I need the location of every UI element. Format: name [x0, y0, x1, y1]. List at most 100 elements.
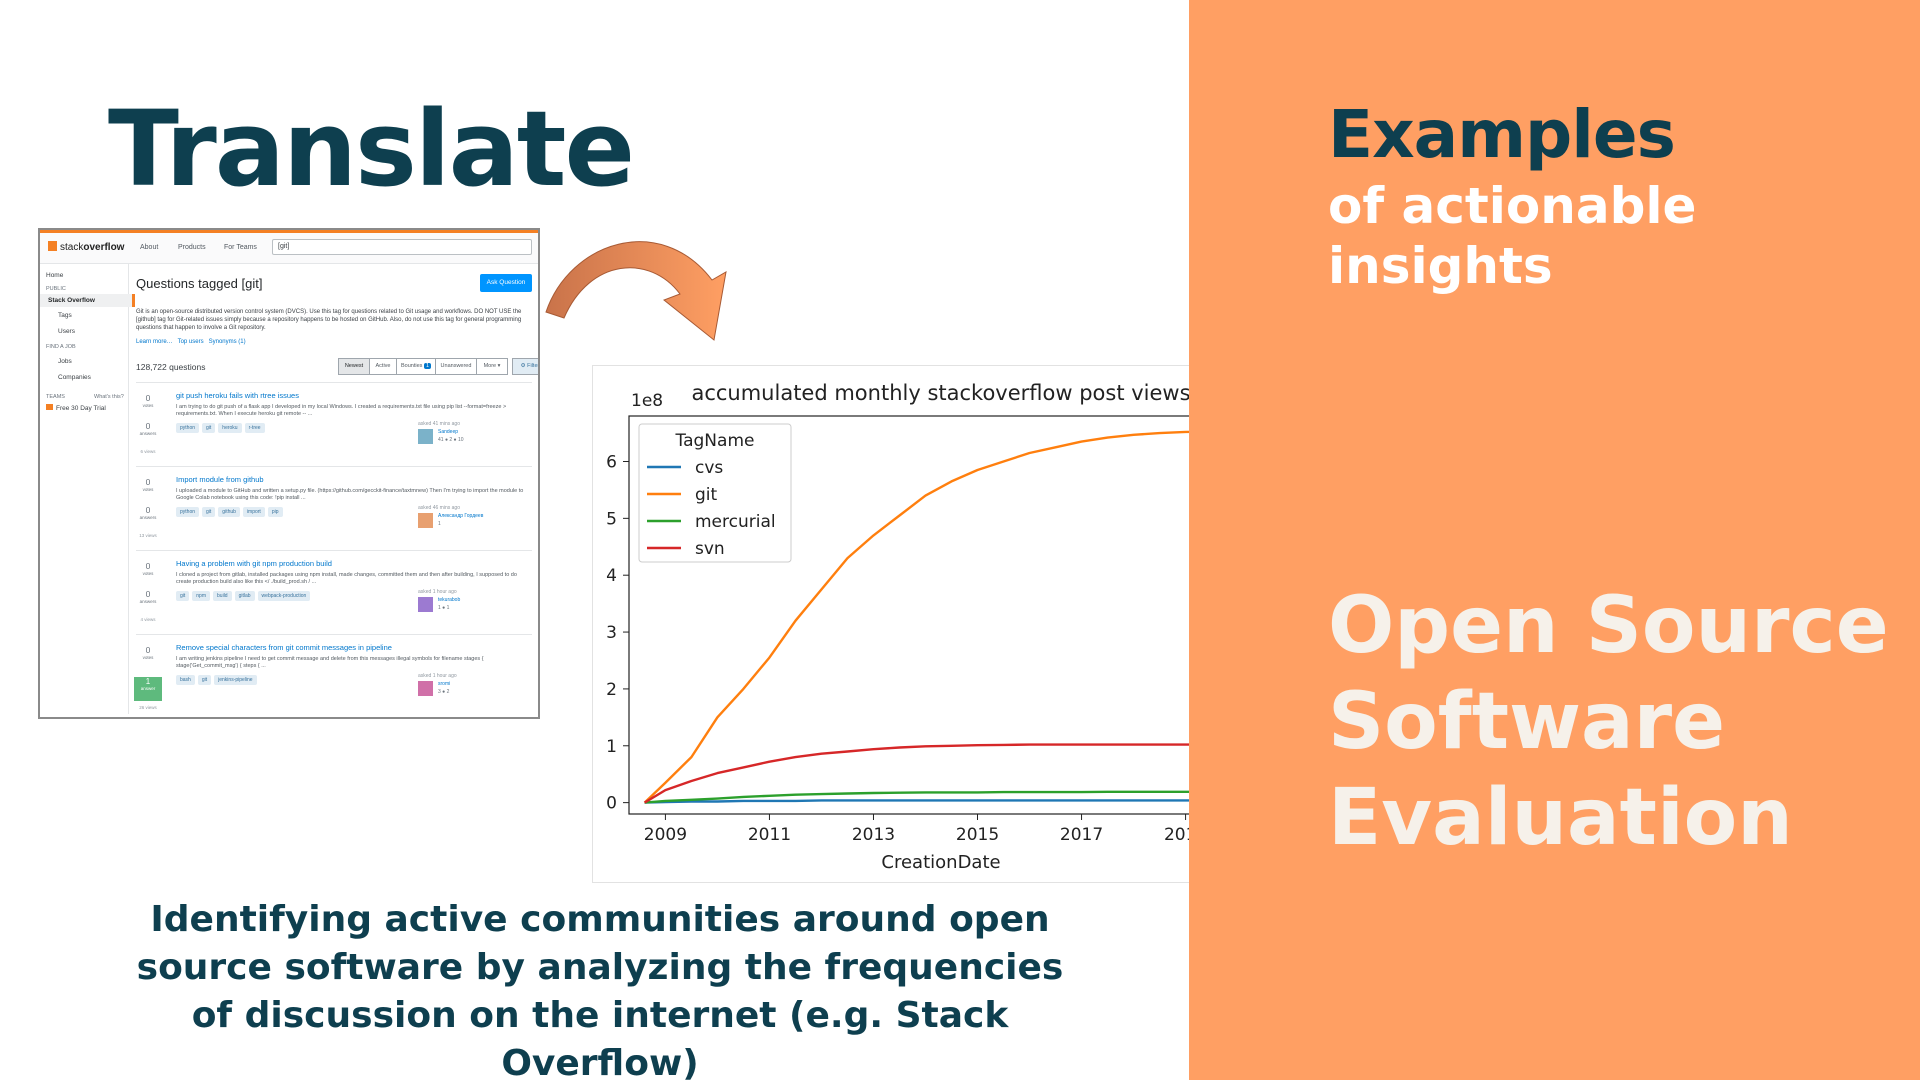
y-tick-label: 6 [606, 452, 617, 472]
so-side-jobs[interactable]: Jobs [58, 358, 72, 365]
so-side-tags[interactable]: Tags [58, 312, 72, 319]
question-tags: bash git jenkins-pipeline [176, 675, 260, 685]
y-scale-label: 1e8 [631, 391, 663, 411]
user-name[interactable]: tekurabob [438, 597, 461, 603]
x-tick-label: 2017 [1060, 825, 1103, 845]
tag[interactable]: r-tree [244, 423, 265, 433]
question-title[interactable]: Having a problem with git npm production… [176, 559, 332, 568]
tag[interactable]: github [218, 507, 240, 517]
filter-more[interactable]: More ▾ [476, 358, 508, 375]
asked-time: asked 41 mins ago [418, 421, 460, 427]
tag[interactable]: npm [192, 591, 211, 601]
answer-count: 0 answers [136, 589, 160, 604]
so-side-public-header: PUBLIC [46, 286, 66, 292]
tag[interactable]: python [176, 507, 200, 517]
vote-count-value: 0 [145, 477, 151, 487]
x-axis-label: CreationDate [881, 852, 1000, 873]
so-top-users-link[interactable]: Top users [177, 339, 204, 345]
slide-title: Translate [108, 88, 635, 210]
filter-button[interactable]: ⚙ Filter [512, 358, 538, 375]
vote-count-value: 0 [145, 393, 151, 403]
tag[interactable]: pip [267, 507, 283, 517]
answer-count: 0 answers [136, 505, 160, 520]
so-tag-description: Git is an open-source distributed versio… [136, 309, 522, 331]
series-line-git [643, 430, 1223, 804]
so-search-input[interactable]: [git] [272, 239, 532, 255]
so-side-users[interactable]: Users [58, 328, 75, 335]
so-nav-about[interactable]: About [140, 244, 159, 251]
view-count: 26 views [139, 705, 157, 710]
question-row[interactable]: 0 votes 0 answers 13 views Import module f… [136, 466, 532, 551]
answer-count-value: 0 [145, 505, 151, 515]
vote-count: 0 votes [136, 477, 160, 492]
tag[interactable]: git [202, 507, 216, 517]
line-chart-svg: accumulated monthly stackoverflow post v… [606, 381, 1249, 873]
so-question-count: 128,722 questions [136, 362, 206, 372]
ask-question-button[interactable]: Ask Question [480, 274, 532, 292]
user-rep: 1 ● 1 [438, 605, 450, 611]
avatar[interactable] [418, 681, 433, 696]
question-title[interactable]: Remove special characters from git commi… [176, 643, 392, 652]
answer-label: answers [139, 431, 157, 436]
so-heading: Questions tagged [git] [136, 276, 263, 291]
question-tags: python git github import pip [176, 507, 286, 517]
so-learn-more-link[interactable]: Learn more… [136, 339, 173, 345]
slide-caption: Identifying active communities around op… [136, 899, 1064, 1084]
filter-bounties-label: Bounties [401, 363, 423, 369]
filter-newest[interactable]: Newest [338, 358, 370, 375]
so-side-trial[interactable]: Free 30 Day Trial [46, 404, 106, 412]
tag[interactable]: git [176, 591, 190, 601]
so-search-value: [git] [278, 243, 290, 250]
so-side-home[interactable]: Home [46, 272, 64, 279]
tag[interactable]: heroku [218, 423, 242, 433]
avatar[interactable] [418, 597, 433, 612]
asked-time: asked 46 mins ago [418, 505, 460, 511]
legend-entry: cvs [695, 458, 723, 478]
y-tick-label: 4 [606, 566, 617, 586]
user-name[interactable]: Александр Гордеев [438, 513, 484, 519]
user-name[interactable]: sromi [438, 681, 451, 687]
avatar[interactable] [418, 429, 433, 444]
y-tick-label: 5 [606, 509, 617, 529]
tag[interactable]: git [202, 423, 216, 433]
filter-active[interactable]: Active [369, 358, 397, 375]
filter-bounties[interactable]: Bounties 1 [396, 358, 436, 375]
view-count: 4 views [140, 617, 156, 622]
user-name[interactable]: Sandeep [438, 429, 459, 435]
so-side-stackoverflow[interactable]: Stack Overflow [40, 294, 135, 307]
so-topbar: stackoverflow About Products For Teams [… [40, 230, 538, 264]
so-side-teams-header: TEAMS [46, 394, 65, 400]
y-tick-label: 0 [606, 794, 617, 814]
question-title[interactable]: git push heroku fails with rtree issues [176, 391, 299, 400]
so-side-whats-this[interactable]: What's this? [94, 394, 124, 400]
view-count: 13 views [139, 533, 157, 538]
so-logo-text-b: overflow [83, 242, 125, 253]
so-synonyms-link[interactable]: Synonyms (1) [208, 339, 246, 345]
tag[interactable]: gitlab [234, 591, 255, 601]
tag[interactable]: bash [176, 675, 195, 685]
legend-entry: git [695, 485, 718, 505]
question-row[interactable]: 0 votes 0 answers 4 views Having a problem… [136, 550, 532, 635]
examples-title: Examples [1328, 96, 1676, 173]
bounty-count-badge: 1 [423, 363, 431, 369]
user-rep: 3 ● 2 [438, 689, 450, 695]
tag[interactable]: git [197, 675, 212, 685]
answer-count-accepted: 1 answer [134, 677, 162, 701]
x-tick-label: 2011 [748, 825, 791, 845]
question-title[interactable]: Import module from github [176, 475, 264, 484]
asked-time: asked 1 hour ago [418, 589, 457, 595]
question-row[interactable]: 0 votes 1 answer 26 views Remove special c… [134, 634, 532, 717]
tag[interactable]: python [176, 423, 200, 433]
question-row[interactable]: 0 votes 0 answers 6 views git push heroku … [136, 382, 532, 467]
so-nav-products[interactable]: Products [178, 244, 206, 251]
filter-unanswered[interactable]: Unanswered [435, 358, 477, 375]
so-nav-teams[interactable]: For Teams [224, 244, 257, 251]
x-tick-label: 2009 [644, 825, 687, 845]
curved-arrow-icon [545, 241, 727, 341]
tag[interactable]: jenkins-pipeline [214, 675, 257, 685]
avatar[interactable] [418, 513, 433, 528]
tag[interactable]: webpack-production [257, 591, 311, 601]
so-side-companies[interactable]: Companies [58, 374, 91, 381]
tag[interactable]: build [213, 591, 232, 601]
tag[interactable]: import [242, 507, 265, 517]
